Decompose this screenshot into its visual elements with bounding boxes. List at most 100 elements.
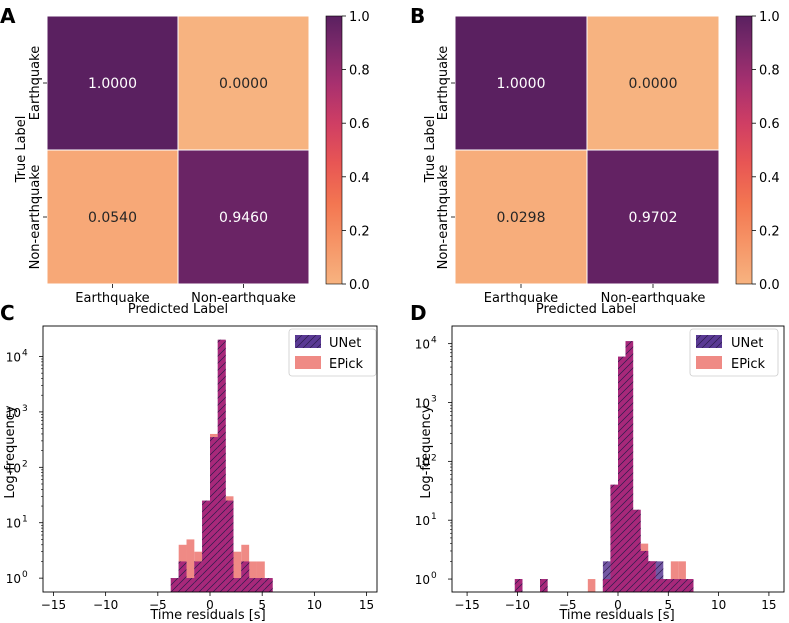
y-axis-title: True Label — [423, 116, 438, 184]
overlap-bar-hatch — [264, 578, 273, 592]
x-axis-title: Time residuals [s] — [149, 608, 265, 623]
cell-value-label: 0.9460 — [219, 210, 268, 226]
overlap-bar-hatch — [225, 500, 234, 592]
x-tick-label: 15 — [761, 598, 776, 612]
colorbar-tick-label: 0.8 — [349, 64, 370, 79]
cell-value-label: 1.0000 — [88, 76, 137, 92]
overlap-bar-hatch — [663, 579, 671, 592]
y-tick-label: 10 — [415, 455, 430, 469]
overlap-bar-hatch — [210, 437, 218, 592]
heatmap-cell — [454, 149, 588, 285]
y-tick-label: 10 — [6, 517, 21, 531]
overlap-bar-hatch — [170, 578, 179, 592]
legend-label-epick: EPick — [329, 357, 364, 372]
legend-label-epick: EPick — [731, 357, 766, 372]
colorbar-gradient — [735, 15, 753, 285]
heatmap-cell — [586, 15, 720, 151]
unet-bar-hatch — [602, 561, 611, 592]
x-tick-label: 0 — [614, 598, 622, 612]
colorbar-ticks: 0.0 0.2 0.4 0.6 0.8 1.0 — [752, 10, 780, 293]
heatmap-cell — [177, 15, 310, 151]
col-tick-label: Non-earthquake — [601, 291, 706, 306]
overlap-bar-hatch — [256, 578, 265, 592]
overlap-bar-hatch — [514, 579, 523, 592]
legend-label-unet: UNet — [731, 336, 763, 351]
cell-value-label: 0.0540 — [88, 210, 137, 226]
panel-label: A — [0, 4, 16, 28]
overlap-bar-hatch — [202, 500, 210, 592]
overlap-bar-hatch — [610, 484, 618, 592]
overlap-bar-hatch — [540, 579, 548, 592]
heatmap-cell — [177, 149, 310, 285]
y-axis-title: Log-frequency — [3, 405, 18, 498]
row-tick-label: Earthquake — [28, 46, 43, 120]
legend-swatch-unet-hatch — [696, 335, 722, 348]
legend: UNet EPick — [288, 328, 377, 377]
x-axis-title: Predicted Label — [536, 302, 636, 317]
panel-a: A 1.0000 0.0000 0.0540 0.9460 Earthquake Non-… — [0, 4, 370, 317]
y-tick-label: 10 — [6, 406, 21, 420]
panel-label: B — [410, 4, 425, 28]
overlap-bar-hatch — [233, 578, 242, 592]
overlap-bar-hatch — [618, 356, 626, 592]
x-tick-label: −5 — [559, 598, 577, 612]
overlap-bar-hatch — [670, 579, 679, 592]
overlap-bar-hatch — [625, 341, 634, 592]
panel-label: C — [0, 301, 15, 325]
overlap-bar-hatch — [602, 579, 611, 592]
colorbar-tick-label: 1.0 — [349, 10, 370, 25]
y-tick-exponent: 2 — [22, 459, 28, 469]
y-tick-label: 10 — [6, 461, 21, 475]
colorbar-tick-label: 1.0 — [759, 10, 780, 25]
colorbar-ticks: 0.0 0.2 0.4 0.6 0.8 1.0 — [342, 10, 370, 293]
colorbar-tick-label: 0.8 — [759, 64, 780, 79]
y-tick-exponent: 0 — [431, 571, 437, 581]
x-tick-label: −15 — [454, 598, 479, 612]
overlap-bar-hatch — [217, 339, 226, 592]
legend-swatch-epick — [295, 356, 321, 369]
x-tick-label: −5 — [149, 598, 167, 612]
y-tick-label: 10 — [6, 350, 21, 364]
y-tick-label: 10 — [415, 338, 430, 352]
col-tick-label: Non-earthquake — [191, 291, 296, 306]
colorbar-tick-label: 0.2 — [759, 224, 780, 239]
heatmap-b: 1.0000 0.0000 0.0298 0.9702 Earthquake Non-ea… — [436, 15, 720, 306]
cell-value-label: 1.0000 — [497, 76, 546, 92]
colorbar-tick-label: 0.6 — [349, 117, 370, 132]
cell-value-label: 0.0000 — [629, 76, 678, 92]
colorbar-tick-label: 0.6 — [759, 117, 780, 132]
y-tick-exponent: 4 — [22, 348, 28, 358]
x-axis-title: Predicted Label — [128, 302, 228, 317]
heatmap-cell — [454, 15, 588, 151]
row-tick-label: Non-earthquake — [28, 165, 43, 270]
x-tick-label: 0 — [206, 598, 214, 612]
colorbar: 0.0 0.2 0.4 0.6 0.8 1.0 — [325, 10, 370, 293]
x-axis-title: Time residuals [s] — [558, 608, 674, 623]
epick-bar — [233, 551, 242, 592]
y-tick-exponent: 1 — [431, 512, 437, 522]
epick-bar — [186, 539, 195, 592]
heatmap-cell — [586, 149, 720, 285]
x-tick-label: 15 — [359, 598, 374, 612]
colorbar-tick-label: 0.4 — [759, 171, 780, 186]
colorbar-tick-label: 0.0 — [349, 278, 370, 293]
y-tick-label: 10 — [415, 573, 430, 587]
overlap-bar-hatch — [648, 561, 656, 592]
colorbar-tick-label: 0.0 — [759, 278, 780, 293]
row-tick-label: Earthquake — [436, 46, 451, 120]
epick-bar — [587, 579, 596, 592]
overlap-bar-hatch — [178, 561, 187, 592]
y-axis-title: Log-frequency — [419, 405, 434, 498]
legend-swatch-epick — [696, 356, 722, 369]
overlap-bar-hatch — [655, 579, 664, 592]
colorbar-gradient — [325, 15, 343, 285]
cell-value-label: 0.0298 — [497, 210, 546, 226]
legend: UNet EPick — [689, 328, 779, 377]
y-tick-exponent: 3 — [22, 404, 28, 414]
x-tick-label: −10 — [93, 598, 118, 612]
y-tick-exponent: 2 — [431, 453, 437, 463]
